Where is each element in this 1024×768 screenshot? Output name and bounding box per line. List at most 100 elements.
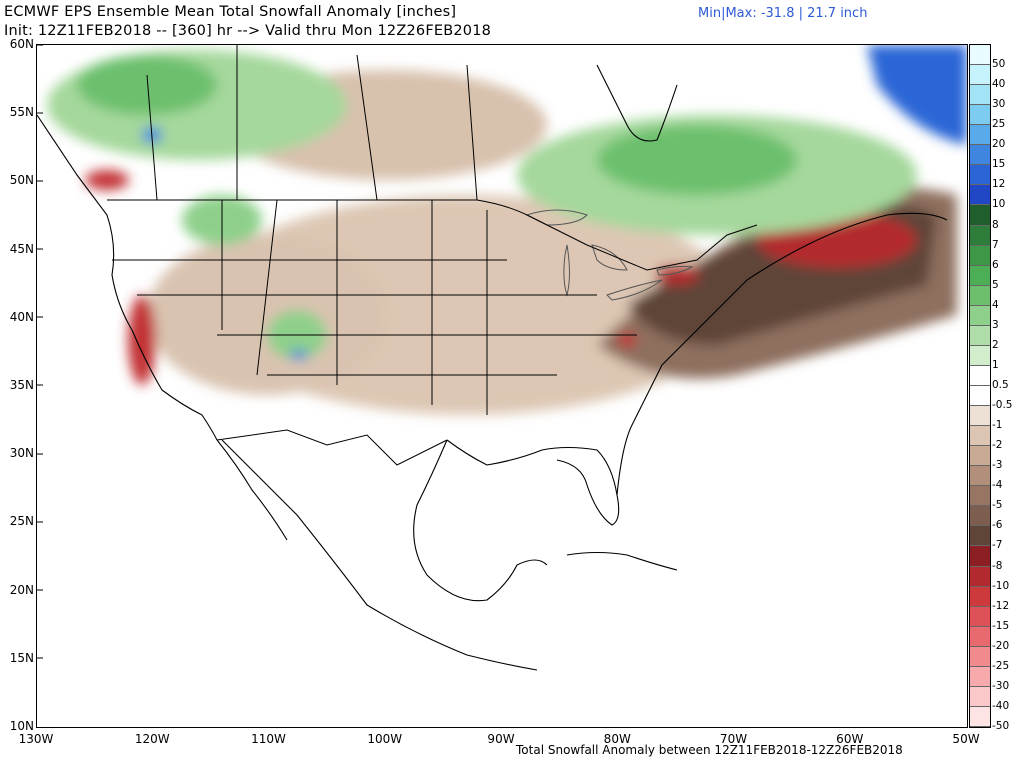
colorbar-swatch (970, 205, 990, 226)
extreme-negative-sierra (128, 295, 156, 385)
colorbar-swatch (970, 406, 990, 427)
extreme-negative-new-york (655, 265, 699, 285)
lake-ontario (656, 265, 694, 276)
anomaly-field (47, 45, 967, 415)
colorbar-label: 8 (992, 218, 999, 231)
lat-label: 20N (9, 582, 34, 597)
us-state-borders-ns (221, 199, 488, 415)
colorbar-label: -30 (992, 679, 1010, 692)
us-mexico-border (216, 429, 448, 466)
political-borders (107, 45, 758, 466)
colorbar-swatch (970, 285, 990, 306)
colorbar-swatch (970, 145, 990, 166)
colorbar-label: 15 (992, 158, 1006, 171)
atlantic-coastline (616, 212, 948, 496)
james-bay-coastline (596, 64, 678, 142)
lake-erie (606, 279, 663, 301)
colorbar-swatch (970, 325, 990, 346)
gulf-coastline (446, 439, 620, 526)
colorbar-label: 50 (992, 58, 1006, 71)
lat-label: 30N (9, 446, 34, 461)
lat-label: 10N (9, 719, 34, 733)
cuba-coastline (566, 551, 678, 571)
lon-label: 80W (603, 732, 631, 746)
colorbar-label: -3 (992, 459, 1003, 472)
colorbar-label: 5 (992, 278, 999, 291)
colorbar-label: -50 (992, 720, 1010, 732)
strong-positive-quebec (597, 125, 797, 195)
colorbar-swatch (970, 686, 990, 707)
colorbar-label: -8 (992, 559, 1003, 572)
lon-label: 130W (18, 732, 54, 746)
colorbar-swatch (970, 506, 990, 527)
colorbar-label: 6 (992, 258, 999, 271)
lake-superior (525, 209, 588, 226)
colorbar-swatch (970, 225, 990, 246)
colorbar-swatch (970, 486, 990, 507)
colorbar-label: 30 (992, 98, 1006, 111)
colorbar-label: -25 (992, 659, 1010, 672)
negative-anomaly-west (147, 235, 387, 395)
colorbar-swatch (970, 245, 990, 266)
colorbar-swatch (970, 586, 990, 607)
colorbar-label: -0.5 (992, 399, 1013, 412)
high-positive-colorado (290, 350, 308, 360)
colorbar-swatch (970, 626, 990, 647)
lake-huron (591, 244, 628, 271)
colorbar-swatch (970, 566, 990, 587)
colorbar-swatch (970, 706, 990, 727)
us-state-borders-ew (112, 259, 637, 376)
graticule-ticks (37, 45, 43, 659)
colorbar-label: 0.5 (992, 379, 1009, 391)
colorbar-swatch (970, 386, 990, 407)
colorbar-label: -10 (992, 579, 1010, 592)
lat-label: 60N (9, 37, 34, 51)
lon-label: 70W (719, 732, 748, 746)
us-canada-border (107, 199, 758, 271)
colorbar-label: -40 (992, 699, 1010, 712)
pacific-coastline (37, 114, 218, 441)
lon-label: 50W (952, 732, 980, 746)
footer-caption: Total Snowfall Anomaly between 12Z11FEB2… (516, 743, 903, 757)
colorbar-label: 3 (992, 318, 999, 331)
lat-label: 35N (9, 378, 34, 392)
colorbar-swatch (970, 125, 990, 146)
colorbar-swatch (970, 265, 990, 286)
colorbar-swatch (970, 546, 990, 567)
lon-label: 110W (251, 732, 286, 746)
colorbar-label: -1 (992, 419, 1003, 432)
mexico-gulf-coastline (413, 439, 548, 602)
colorbar-label: -5 (992, 499, 1003, 512)
colorbar-label: 10 (992, 198, 1006, 211)
colorbar-label: 4 (992, 298, 999, 311)
colorbar-swatch (970, 185, 990, 206)
snowfall-anomaly-map (36, 44, 968, 728)
colorbar-swatch (970, 426, 990, 447)
positive-anomaly-northern-bc (77, 55, 217, 115)
colorbar-swatch (970, 85, 990, 106)
colorbar-swatch (970, 466, 990, 487)
mexico-west-coastline (221, 439, 538, 671)
colorbar-label: -20 (992, 639, 1010, 652)
colorbar-label: 12 (992, 178, 1006, 191)
lat-label: 40N (9, 309, 34, 324)
lon-label: 120W (134, 732, 170, 746)
canada-province-borders (146, 45, 478, 201)
colorbar-label: 25 (992, 118, 1006, 131)
lon-label: 60W (836, 732, 864, 746)
lat-label: 50N (9, 173, 34, 188)
colorbar-label: 40 (992, 78, 1006, 91)
colorbar-label: 20 (992, 138, 1006, 151)
colorbar-label: -15 (992, 619, 1010, 632)
coastlines (37, 64, 948, 671)
colorbar-label: -12 (992, 599, 1010, 612)
lat-label: 25N (9, 514, 34, 529)
colorbar-swatch (970, 365, 990, 386)
colorbar-swatch (970, 305, 990, 326)
extreme-negative-appalachians (617, 333, 637, 347)
colorbar-swatch (970, 666, 990, 687)
colorbar-swatch (970, 45, 990, 66)
colorbar-label: -7 (992, 539, 1003, 552)
colorbar-swatch (970, 606, 990, 627)
lat-label: 55N (9, 105, 34, 120)
